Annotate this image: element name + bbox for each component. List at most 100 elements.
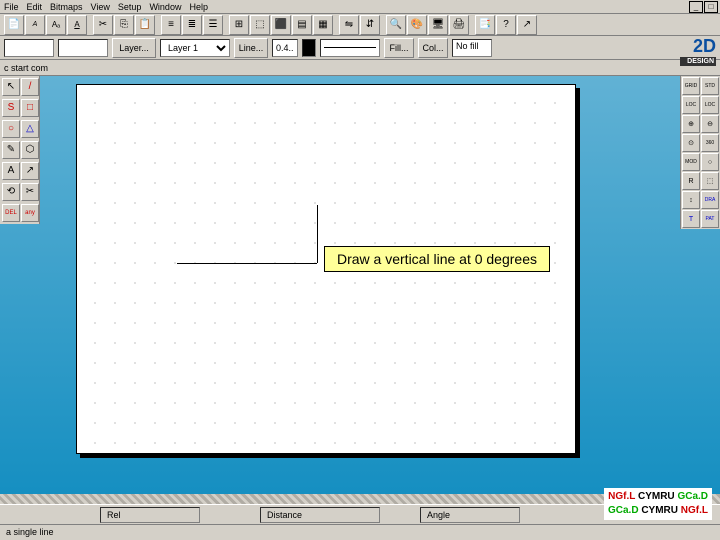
- pointer-tool-icon[interactable]: ↖: [2, 78, 20, 96]
- grid-icon[interactable]: ⊞: [229, 15, 249, 35]
- menu-view[interactable]: View: [91, 2, 110, 12]
- rel-field[interactable]: Rel: [100, 507, 200, 523]
- footer-gcad-1: GCa.D: [677, 491, 708, 502]
- loc-icon[interactable]: LOC: [682, 96, 700, 114]
- app-logo: 2D DESIGN: [680, 36, 716, 72]
- mod-icon[interactable]: MOD: [682, 153, 700, 171]
- properties-toolbar: Layer... Layer 1 Line... Fill... Col... …: [0, 36, 720, 60]
- menu-setup[interactable]: Setup: [118, 2, 142, 12]
- trim-tool-icon[interactable]: ✂: [21, 183, 39, 201]
- group-icon[interactable]: ⬚: [250, 15, 270, 35]
- right-toolbox: GRID STD LOC LOC ⊕ ⊖ ⊙ 360 MOD ○ R ⬚ ↕ D…: [680, 76, 720, 229]
- pat-icon[interactable]: PAT: [701, 210, 719, 228]
- logo-subtext: DESIGN: [680, 57, 716, 66]
- t-icon[interactable]: T: [682, 210, 700, 228]
- align-left-icon[interactable]: ≡: [161, 15, 181, 35]
- abc-icon[interactable]: A: [25, 15, 45, 35]
- footer-cymru-1: CYMRU: [638, 491, 675, 502]
- text-tool-icon[interactable]: A: [2, 162, 20, 180]
- zoom-icon[interactable]: 🔍: [386, 15, 406, 35]
- line-color-swatch[interactable]: [302, 39, 316, 57]
- address-bar: c start com: [0, 60, 720, 76]
- measure-icon[interactable]: ↕: [682, 191, 700, 209]
- snap-icon[interactable]: ○: [701, 153, 719, 171]
- rotate-tool-icon[interactable]: ⟲: [2, 183, 20, 201]
- palette-icon[interactable]: 🎨: [407, 15, 427, 35]
- grid-toggle-icon[interactable]: GRID: [682, 77, 700, 95]
- logo-text: 2D: [693, 36, 716, 56]
- coord-y-input[interactable]: [58, 39, 108, 57]
- zoom-in-icon[interactable]: ⊕: [682, 115, 700, 133]
- rect-tool-icon[interactable]: □: [21, 99, 39, 117]
- align-right-icon[interactable]: ☰: [203, 15, 223, 35]
- window-controls: _ □: [689, 1, 718, 13]
- doc-icon[interactable]: 📑: [475, 15, 495, 35]
- menu-window[interactable]: Window: [149, 2, 181, 12]
- distance-field[interactable]: Distance: [260, 507, 380, 523]
- line-style-preview[interactable]: [320, 39, 380, 57]
- menu-edit[interactable]: Edit: [27, 2, 43, 12]
- line-tool-icon[interactable]: /: [21, 78, 39, 96]
- new-icon[interactable]: 📄: [4, 15, 24, 35]
- ungroup-icon[interactable]: ⬛: [271, 15, 291, 35]
- layer-button[interactable]: Layer...: [112, 38, 156, 58]
- line-button[interactable]: Line...: [234, 38, 268, 58]
- radius-icon[interactable]: R: [682, 172, 700, 190]
- zoom-out-icon[interactable]: ⊖: [701, 115, 719, 133]
- menu-bitmaps[interactable]: Bitmaps: [50, 2, 83, 12]
- pencil-tool-icon[interactable]: ✎: [2, 141, 20, 159]
- text-icon[interactable]: Aₐ: [46, 15, 66, 35]
- zoom-fit-icon[interactable]: ⊙: [682, 134, 700, 152]
- fill-button[interactable]: Fill...: [384, 38, 414, 58]
- box-icon[interactable]: ⬚: [701, 172, 719, 190]
- layer-icon[interactable]: ▦: [313, 15, 333, 35]
- menu-help[interactable]: Help: [189, 2, 208, 12]
- footer-attribution: NGf.L CYMRU GCa.D GCa.D CYMRU NGf.L: [604, 488, 712, 520]
- status-text: a single line: [6, 527, 54, 537]
- footer-cymru-2: CYMRU: [641, 505, 678, 516]
- curve-tool-icon[interactable]: S: [2, 99, 20, 117]
- monitor-icon[interactable]: 🖥: [428, 15, 448, 35]
- menu-file[interactable]: File: [4, 2, 19, 12]
- coord-x-input[interactable]: [4, 39, 54, 57]
- footer-ngfl-1: NGf.L: [608, 491, 635, 502]
- main-toolbar: 📄 A Aₐ A ✂ ⎘ 📋 ≡ ≣ ☰ ⊞ ⬚ ⬛ ▤ ▦ ⇋ ⇵ 🔍 🎨 🖥…: [0, 14, 720, 36]
- address-text: c start com: [4, 63, 48, 73]
- circle-tool-icon[interactable]: ○: [2, 120, 20, 138]
- cut-icon[interactable]: ✂: [93, 15, 113, 35]
- copy-icon[interactable]: ⎘: [114, 15, 134, 35]
- flip-h-icon[interactable]: ⇋: [339, 15, 359, 35]
- footer-ngfl-2: NGf.L: [681, 505, 708, 516]
- paste-icon[interactable]: 📋: [135, 15, 155, 35]
- drawn-vertical-line: [317, 205, 318, 263]
- minimize-button[interactable]: _: [689, 1, 703, 13]
- order-icon[interactable]: ▤: [292, 15, 312, 35]
- polygon-tool-icon[interactable]: △: [21, 120, 39, 138]
- underline-icon[interactable]: A: [67, 15, 87, 35]
- draw-icon[interactable]: DRA: [701, 191, 719, 209]
- flip-v-icon[interactable]: ⇵: [360, 15, 380, 35]
- angle-icon[interactable]: 360: [701, 134, 719, 152]
- col-button[interactable]: Col...: [418, 38, 448, 58]
- any-tool-icon[interactable]: any: [21, 204, 39, 222]
- line-weight-input[interactable]: [272, 39, 298, 57]
- menu-bar: File Edit Bitmaps View Setup Window Help…: [0, 0, 720, 14]
- maximize-button[interactable]: □: [704, 1, 718, 13]
- dimension-tool-icon[interactable]: ↗: [21, 162, 39, 180]
- arrow-icon[interactable]: ↗: [517, 15, 537, 35]
- drawn-horizontal-line: [177, 263, 317, 264]
- layer-select[interactable]: Layer 1: [160, 39, 230, 57]
- print-icon[interactable]: 🖨: [449, 15, 469, 35]
- delete-tool-icon[interactable]: DEL: [2, 204, 20, 222]
- status-bar: a single line: [0, 524, 720, 540]
- std-icon[interactable]: STD: [701, 77, 719, 95]
- left-toolbox: ↖ / S □ ○ △ ✎ ⬡ A ↗ ⟲ ✂ DEL any: [0, 76, 40, 224]
- footer-gcad-2: GCa.D: [608, 505, 639, 516]
- instruction-callout: Draw a vertical line at 0 degrees: [324, 246, 550, 272]
- align-center-icon[interactable]: ≣: [182, 15, 202, 35]
- angle-field[interactable]: Angle: [420, 507, 520, 523]
- loc2-icon[interactable]: LOC: [701, 96, 719, 114]
- nofill-display: No fill: [452, 39, 492, 57]
- shape-tool-icon[interactable]: ⬡: [21, 141, 39, 159]
- help-icon[interactable]: ?: [496, 15, 516, 35]
